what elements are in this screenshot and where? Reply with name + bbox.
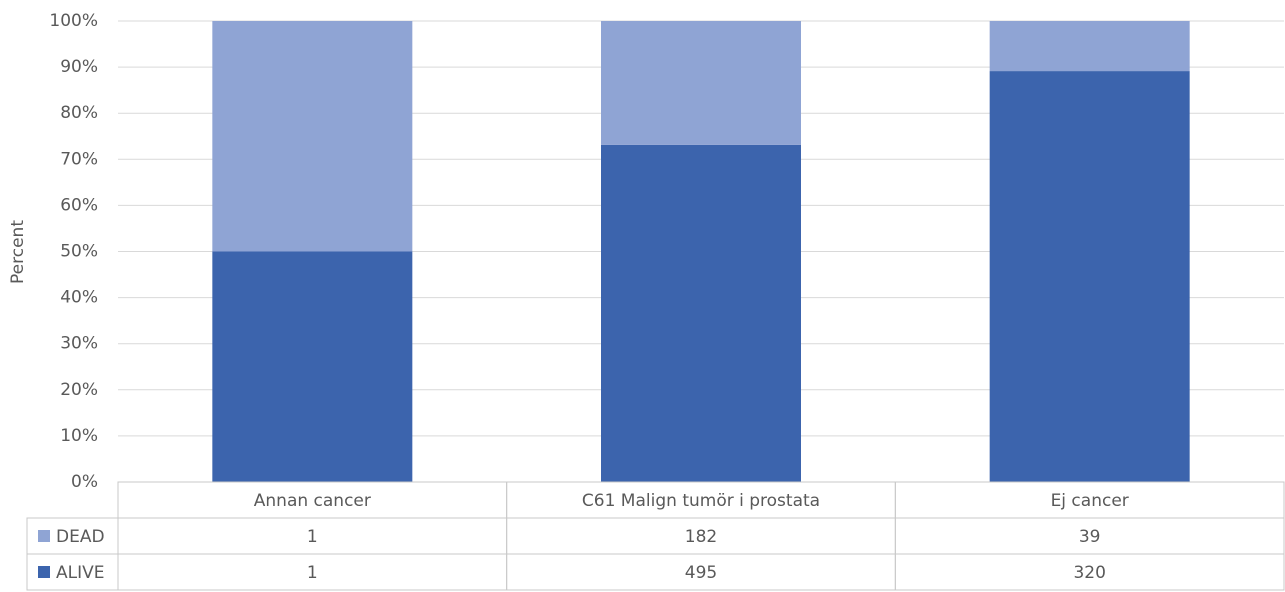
- x-tick-label: Annan cancer: [254, 491, 371, 511]
- y-tick-label: 90%: [60, 57, 98, 77]
- bar-segment: [601, 21, 801, 145]
- x-tick-label: C61 Malign tumör i prostata: [582, 491, 820, 511]
- bar-segment: [989, 21, 1190, 72]
- table-value: 1: [307, 527, 318, 547]
- y-axis-label: Percent: [8, 220, 28, 284]
- table-value: 182: [685, 527, 717, 547]
- y-tick-label: 100%: [49, 11, 98, 31]
- legend-swatch: [38, 566, 50, 578]
- x-tick-label: Ej cancer: [1051, 491, 1129, 511]
- bar-segment: [601, 144, 801, 482]
- y-tick-label: 70%: [60, 149, 98, 169]
- legend-swatch: [38, 530, 50, 542]
- y-tick-label: 20%: [60, 380, 98, 400]
- y-tick-label: 40%: [60, 288, 98, 308]
- legend-label: DEAD: [56, 527, 105, 547]
- y-tick-label: 50%: [60, 242, 98, 262]
- bar-segment: [212, 21, 413, 252]
- table-value: 495: [685, 563, 717, 583]
- table-cell: [894, 553, 1285, 591]
- table-value: 320: [1073, 563, 1105, 583]
- table-value: 1: [307, 563, 318, 583]
- y-tick-label: 0%: [71, 472, 98, 492]
- y-tick-label: 80%: [60, 103, 98, 123]
- legend-label: ALIVE: [56, 563, 105, 583]
- bar-segment: [212, 251, 413, 482]
- y-tick-label: 10%: [60, 426, 98, 446]
- y-tick-label: 60%: [60, 195, 98, 215]
- y-tick-label: 30%: [60, 334, 98, 354]
- table-cell: [26, 553, 119, 591]
- bar-segment: [989, 71, 1190, 482]
- table-value: 39: [1079, 527, 1101, 547]
